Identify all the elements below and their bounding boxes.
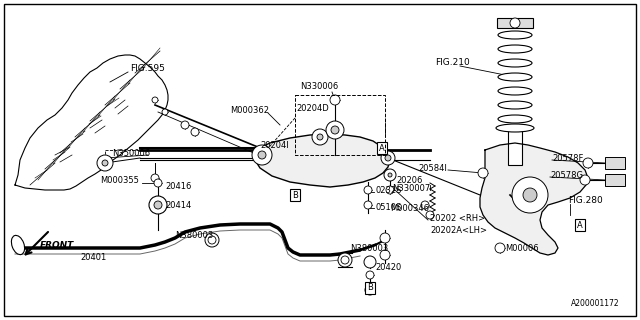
Circle shape	[312, 129, 328, 145]
Ellipse shape	[498, 31, 532, 39]
Circle shape	[326, 121, 344, 139]
Text: 20206: 20206	[396, 175, 422, 185]
Text: 20204D: 20204D	[296, 103, 329, 113]
Circle shape	[152, 97, 158, 103]
Ellipse shape	[498, 101, 532, 109]
Text: FIG.210: FIG.210	[435, 58, 470, 67]
Text: M000346: M000346	[390, 204, 429, 212]
Circle shape	[205, 233, 219, 247]
Circle shape	[181, 121, 189, 129]
Circle shape	[421, 201, 429, 209]
Circle shape	[380, 233, 390, 243]
Circle shape	[162, 109, 168, 115]
Text: N380003: N380003	[175, 230, 213, 239]
Circle shape	[580, 175, 590, 185]
Circle shape	[385, 155, 391, 161]
Circle shape	[258, 151, 266, 159]
Ellipse shape	[498, 87, 532, 95]
Text: 20578F: 20578F	[552, 154, 584, 163]
Text: 20204I: 20204I	[260, 140, 289, 149]
Circle shape	[478, 168, 488, 178]
Circle shape	[338, 253, 352, 267]
Text: 20414: 20414	[165, 201, 191, 210]
Text: 20584I: 20584I	[418, 164, 447, 172]
Bar	[497, 18, 533, 28]
Text: M00006: M00006	[505, 244, 539, 252]
Circle shape	[97, 155, 113, 171]
Circle shape	[364, 201, 372, 209]
Ellipse shape	[498, 73, 532, 81]
Text: FRONT: FRONT	[40, 241, 74, 250]
Bar	[605, 157, 625, 169]
Circle shape	[386, 186, 394, 194]
Circle shape	[512, 177, 548, 213]
Circle shape	[252, 145, 272, 165]
Text: N350006: N350006	[112, 148, 150, 157]
Text: A: A	[577, 220, 583, 229]
Ellipse shape	[12, 236, 24, 255]
Circle shape	[151, 174, 159, 182]
Circle shape	[102, 160, 108, 166]
Text: 20202A<LH>: 20202A<LH>	[430, 226, 487, 235]
Circle shape	[154, 179, 162, 187]
Bar	[295, 95, 385, 155]
Circle shape	[191, 128, 199, 136]
Circle shape	[366, 271, 374, 279]
Text: M000362: M000362	[230, 106, 269, 115]
Text: N330006: N330006	[300, 82, 339, 91]
Text: M000355: M000355	[100, 175, 139, 185]
Circle shape	[384, 169, 396, 181]
Polygon shape	[480, 143, 588, 255]
Circle shape	[365, 285, 375, 295]
Circle shape	[381, 151, 395, 165]
Circle shape	[583, 158, 593, 168]
Circle shape	[331, 126, 339, 134]
Ellipse shape	[496, 124, 534, 132]
Text: A200001172: A200001172	[572, 299, 620, 308]
Circle shape	[154, 201, 162, 209]
Text: 20202 <RH>: 20202 <RH>	[430, 213, 485, 222]
Circle shape	[380, 250, 390, 260]
Bar	[508, 130, 522, 165]
Ellipse shape	[498, 115, 532, 123]
Ellipse shape	[498, 45, 532, 53]
Circle shape	[523, 188, 537, 202]
Circle shape	[426, 211, 434, 219]
Circle shape	[208, 236, 216, 244]
Circle shape	[510, 18, 520, 28]
Text: 0510S: 0510S	[375, 203, 401, 212]
Circle shape	[317, 134, 323, 140]
Polygon shape	[253, 134, 390, 187]
Bar	[605, 174, 625, 186]
Text: 20401: 20401	[80, 253, 106, 262]
Text: FIG.280: FIG.280	[568, 196, 603, 204]
Text: N380003: N380003	[350, 244, 388, 252]
Circle shape	[495, 243, 505, 253]
Circle shape	[364, 256, 376, 268]
Text: A: A	[379, 143, 385, 153]
Text: B: B	[367, 284, 373, 292]
Circle shape	[364, 186, 372, 194]
Circle shape	[149, 196, 167, 214]
Ellipse shape	[498, 59, 532, 67]
Text: 20416: 20416	[165, 181, 191, 190]
Circle shape	[341, 256, 349, 264]
Text: 20578G: 20578G	[550, 171, 583, 180]
Text: 0232S: 0232S	[375, 186, 401, 195]
Text: B: B	[292, 190, 298, 199]
Text: 20420: 20420	[375, 263, 401, 273]
Circle shape	[330, 95, 340, 105]
Text: N330007: N330007	[392, 183, 430, 193]
Circle shape	[388, 173, 392, 177]
Text: FIG.595: FIG.595	[130, 63, 165, 73]
